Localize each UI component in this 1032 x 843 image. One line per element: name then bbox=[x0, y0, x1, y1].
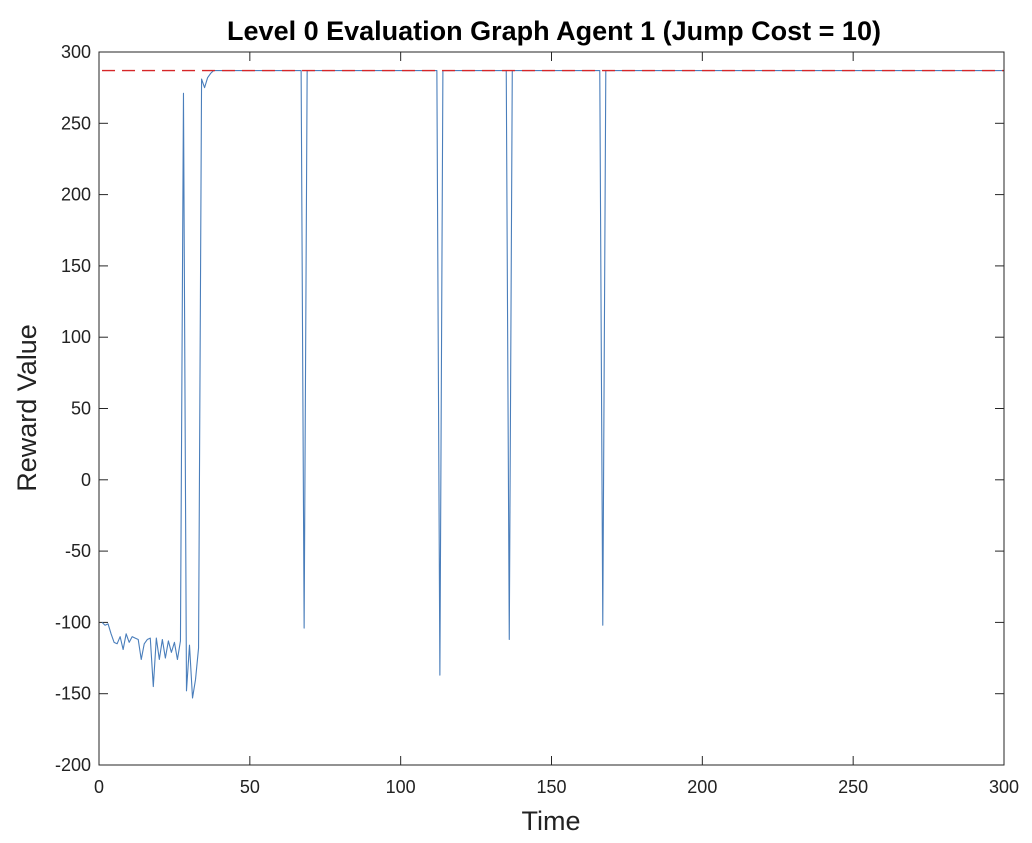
x-tick-label: 0 bbox=[94, 777, 104, 797]
y-tick-label: 250 bbox=[61, 113, 91, 133]
reward-series-line bbox=[101, 69, 1004, 699]
y-tick-label: -200 bbox=[55, 755, 91, 775]
x-tick-label: 250 bbox=[838, 777, 868, 797]
y-tick-label: -100 bbox=[55, 612, 91, 632]
x-tick-label: 300 bbox=[989, 777, 1019, 797]
tick-labels: 0 50 100 150 200 250 300 -200 -150 -100 -50 0 50 100 1… bbox=[55, 42, 1019, 797]
plot-frame bbox=[98, 51, 1005, 766]
y-tick-label: 150 bbox=[61, 256, 91, 276]
x-tick-label: 150 bbox=[536, 777, 566, 797]
x-tick-label: 100 bbox=[386, 777, 416, 797]
tick-marks bbox=[98, 51, 1005, 766]
y-tick-label: 100 bbox=[61, 327, 91, 347]
x-tick-label: 50 bbox=[240, 777, 260, 797]
x-tick-label: 200 bbox=[687, 777, 717, 797]
y-axis-title: Reward Value bbox=[12, 324, 42, 492]
y-tick-label: 200 bbox=[61, 185, 91, 205]
y-tick-label: 0 bbox=[81, 470, 91, 490]
y-tick-label: -150 bbox=[55, 684, 91, 704]
series-group bbox=[101, 69, 1004, 699]
y-tick-label: 300 bbox=[61, 42, 91, 62]
y-tick-label: -50 bbox=[65, 541, 91, 561]
y-tick-label: 50 bbox=[71, 399, 91, 419]
chart-title: Level 0 Evaluation Graph Agent 1 (Jump C… bbox=[227, 16, 881, 46]
x-axis-title: Time bbox=[522, 806, 581, 836]
